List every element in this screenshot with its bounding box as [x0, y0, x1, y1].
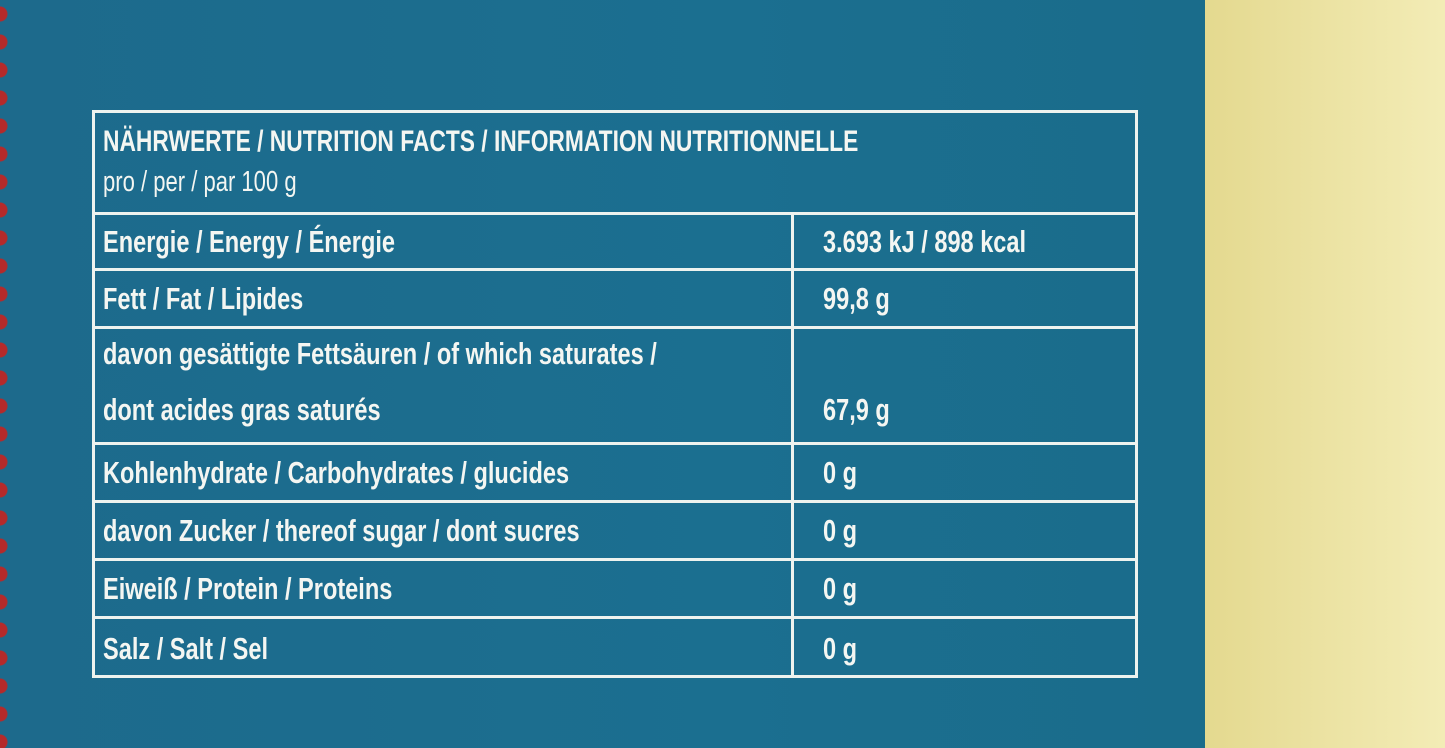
column-divider — [791, 268, 794, 326]
column-divider — [791, 326, 794, 442]
nutrient-name: Salz / Salt / Sel — [103, 619, 320, 678]
row-divider — [95, 558, 1135, 561]
cell-text: 0 g — [823, 570, 858, 606]
row-divider — [95, 212, 1135, 215]
nutrient-value: 0 g — [823, 503, 868, 558]
column-divider — [791, 212, 794, 268]
column-divider — [791, 442, 794, 500]
cell-text: 67,9 g — [823, 392, 890, 427]
table-title: NÄHRWERTE / NUTRITION FACTS / INFORMATIO… — [103, 125, 859, 158]
row-divider — [95, 326, 1135, 329]
nutrient-value: 0 g — [823, 445, 868, 500]
cell-text: 3.693 kJ / 898 kcal — [823, 223, 1027, 259]
column-divider — [791, 558, 794, 616]
cell-text: davon gesättigte Fettsäuren / of which s… — [103, 336, 657, 427]
cell-text: Kohlenhydrate / Carbohydrates / glucides — [103, 454, 570, 490]
cell-text: Salz / Salt / Sel — [103, 630, 268, 666]
nutrient-value: 3.693 kJ / 898 kcal — [823, 215, 1090, 268]
nutrient-value: 99,8 g — [823, 271, 911, 326]
table-subtitle: pro / per / par 100 g — [103, 166, 297, 198]
red-edge — [0, 0, 14, 748]
nutrient-name: Fett / Fat / Lipides — [103, 271, 367, 326]
cell-text: Energie / Energy / Énergie — [103, 223, 395, 259]
nutrient-value: 0 g — [823, 619, 868, 678]
row-divider — [95, 268, 1135, 271]
product-background — [1205, 0, 1445, 748]
row-divider — [95, 442, 1135, 445]
column-divider — [791, 616, 794, 678]
nutrient-value: 0 g — [823, 561, 868, 616]
cell-text: 0 g — [823, 454, 858, 490]
row-divider — [95, 616, 1135, 619]
nutrient-name: Energie / Energy / Énergie — [103, 215, 487, 268]
cell-text: davon Zucker / thereof sugar / dont sucr… — [103, 512, 580, 548]
column-divider — [791, 500, 794, 558]
cell-text: 0 g — [823, 512, 858, 548]
row-divider — [95, 500, 1135, 503]
nutrient-name: Kohlenhydrate / Carbohydrates / glucides — [103, 445, 716, 500]
nutrition-table: NÄHRWERTE / NUTRITION FACTS / INFORMATIO… — [92, 110, 1138, 678]
cell-text: 99,8 g — [823, 280, 890, 316]
cell-text: Fett / Fat / Lipides — [103, 280, 304, 316]
nutrient-name: Eiweiß / Protein / Proteins — [103, 561, 484, 616]
cell-text: 0 g — [823, 630, 858, 666]
cell-text: Eiweiß / Protein / Proteins — [103, 570, 393, 606]
nutrient-name: davon gesättigte Fettsäuren / of which s… — [103, 329, 832, 442]
nutrient-value: 67,9 g — [823, 329, 911, 442]
nutrient-name: davon Zucker / thereof sugar / dont sucr… — [103, 503, 730, 558]
